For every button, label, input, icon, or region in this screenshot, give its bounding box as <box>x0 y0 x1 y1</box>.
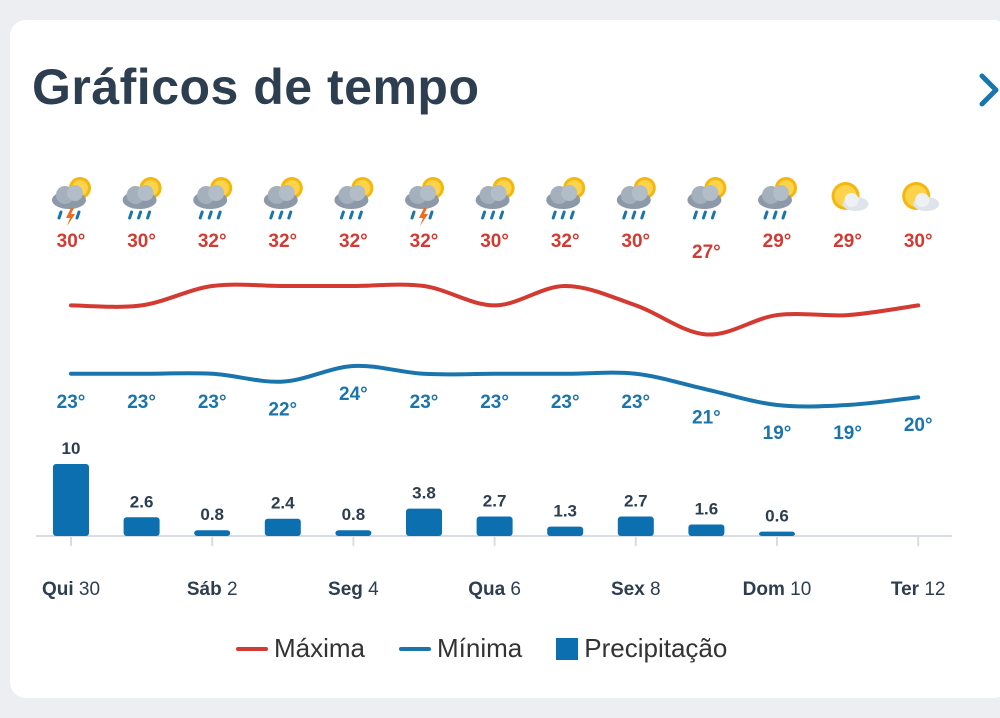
x-tick-date: 8 <box>650 579 661 600</box>
legend-min: Mínima <box>399 633 522 664</box>
x-tick-day: Seg <box>328 579 368 600</box>
max-line-swatch <box>236 646 268 651</box>
x-tick-day: Ter <box>891 579 924 600</box>
x-tick-date: 12 <box>924 579 945 600</box>
max-temp-label: 32° <box>339 231 368 252</box>
precip-bar <box>335 530 372 536</box>
min-temp-label: 19° <box>833 423 862 444</box>
precip-bar <box>617 516 654 536</box>
precip-bar <box>264 518 301 536</box>
chevron-right-icon[interactable] <box>978 70 1000 110</box>
thunderstorm-sun-icon <box>405 177 444 226</box>
max-temp-label: 30° <box>57 231 86 252</box>
min-temp-label: 23° <box>551 392 580 413</box>
x-tick-day: Qua <box>468 579 510 600</box>
chart-legend: Máxima Mínima Precipitação <box>236 633 761 664</box>
thunderstorm-sun-icon <box>52 177 91 226</box>
min-temp-label: 22° <box>268 400 297 421</box>
sun-cloud-icon <box>902 182 940 211</box>
precip-swatch <box>556 637 579 660</box>
min-temp-label: 23° <box>57 392 86 413</box>
max-temp-label: 29° <box>763 231 792 252</box>
legend-max: Máxima <box>236 633 365 664</box>
x-tick-day: Sex <box>611 579 650 600</box>
precip-bar <box>476 516 513 536</box>
sun-cloud-icon <box>831 182 869 211</box>
precip-value-label: 2.6 <box>130 492 154 511</box>
rain-sun-icon <box>334 177 374 220</box>
max-temp-label: 32° <box>198 231 227 252</box>
legend-max-label: Máxima <box>274 633 366 663</box>
x-tick-day: Sáb <box>187 579 227 600</box>
rain-sun-icon <box>546 177 586 220</box>
x-tick-label: Dom 10 <box>743 579 812 600</box>
min-temp-line <box>69 363 921 409</box>
max-temp-label: 29° <box>833 231 862 252</box>
precip-value-label: 1.6 <box>695 499 719 518</box>
precip-bar <box>547 526 584 536</box>
min-line-swatch <box>399 646 432 651</box>
weather-card <box>10 20 1000 698</box>
max-temp-label: 30° <box>480 231 509 252</box>
rain-sun-icon <box>616 177 656 220</box>
precip-value-label: 2.7 <box>483 492 507 511</box>
rain-sun-icon <box>758 177 797 220</box>
x-tick-date: 6 <box>510 579 521 600</box>
min-temp-label: 19° <box>763 423 792 444</box>
legend-precip: Precipitação <box>556 633 727 664</box>
x-tick-day: Dom <box>743 579 791 600</box>
rain-sun-icon <box>475 177 515 220</box>
x-tick-date: 2 <box>227 579 238 600</box>
legend-precip-label: Precipitação <box>584 633 728 663</box>
precip-bar <box>123 517 160 536</box>
x-tick-date: 4 <box>368 579 379 600</box>
rain-sun-icon <box>122 177 162 220</box>
precip-value-label: 0.8 <box>342 505 366 524</box>
max-temp-line <box>69 282 921 337</box>
x-tick-label: Qui 30 <box>42 579 100 600</box>
x-tick-day: Qui <box>42 579 79 600</box>
min-temp-label: 23° <box>480 392 509 413</box>
max-temp-label: 30° <box>904 231 933 252</box>
page-title: Gráficos de tempo <box>32 59 480 115</box>
precip-value-label: 0.8 <box>200 505 224 524</box>
min-temp-label: 24° <box>339 384 368 405</box>
precip-bar <box>688 524 725 536</box>
precip-value-label: 2.7 <box>624 492 648 511</box>
precip-bar <box>406 508 442 536</box>
precip-bar <box>759 531 795 536</box>
precip-bar <box>194 530 231 536</box>
x-tick-label: Sáb 2 <box>187 579 238 600</box>
min-temp-label: 23° <box>621 392 650 413</box>
x-tick-label: Ter 12 <box>891 579 946 600</box>
min-temp-label: 23° <box>198 392 227 413</box>
max-temp-label: 32° <box>268 231 297 252</box>
x-tick-label: Seg 4 <box>328 579 379 600</box>
x-tick-label: Sex 8 <box>611 579 661 600</box>
x-tick-label: Qua 6 <box>468 579 521 600</box>
min-temp-label: 23° <box>410 392 439 413</box>
precip-bar <box>53 464 89 536</box>
max-temp-label: 32° <box>410 231 439 252</box>
precip-value-label: 2.4 <box>271 494 295 513</box>
max-temp-label: 30° <box>127 231 156 252</box>
precip-value-label: 1.3 <box>553 502 577 521</box>
legend-min-label: Mínima <box>437 633 523 663</box>
x-tick-date: 30 <box>79 579 100 600</box>
rain-sun-icon <box>193 177 233 220</box>
x-tick-date: 10 <box>790 579 811 600</box>
max-temp-label: 27° <box>692 242 721 263</box>
min-temp-label: 21° <box>692 407 721 428</box>
precip-value-label: 3.8 <box>412 484 436 503</box>
min-temp-label: 20° <box>904 415 933 436</box>
rain-sun-icon <box>687 177 727 220</box>
max-temp-label: 30° <box>621 231 650 252</box>
max-temp-label: 32° <box>551 231 580 252</box>
precip-value-label: 0.6 <box>765 507 789 526</box>
min-temp-label: 23° <box>127 392 156 413</box>
rain-sun-icon <box>263 177 303 220</box>
precip-value-label: 10 <box>62 439 81 458</box>
